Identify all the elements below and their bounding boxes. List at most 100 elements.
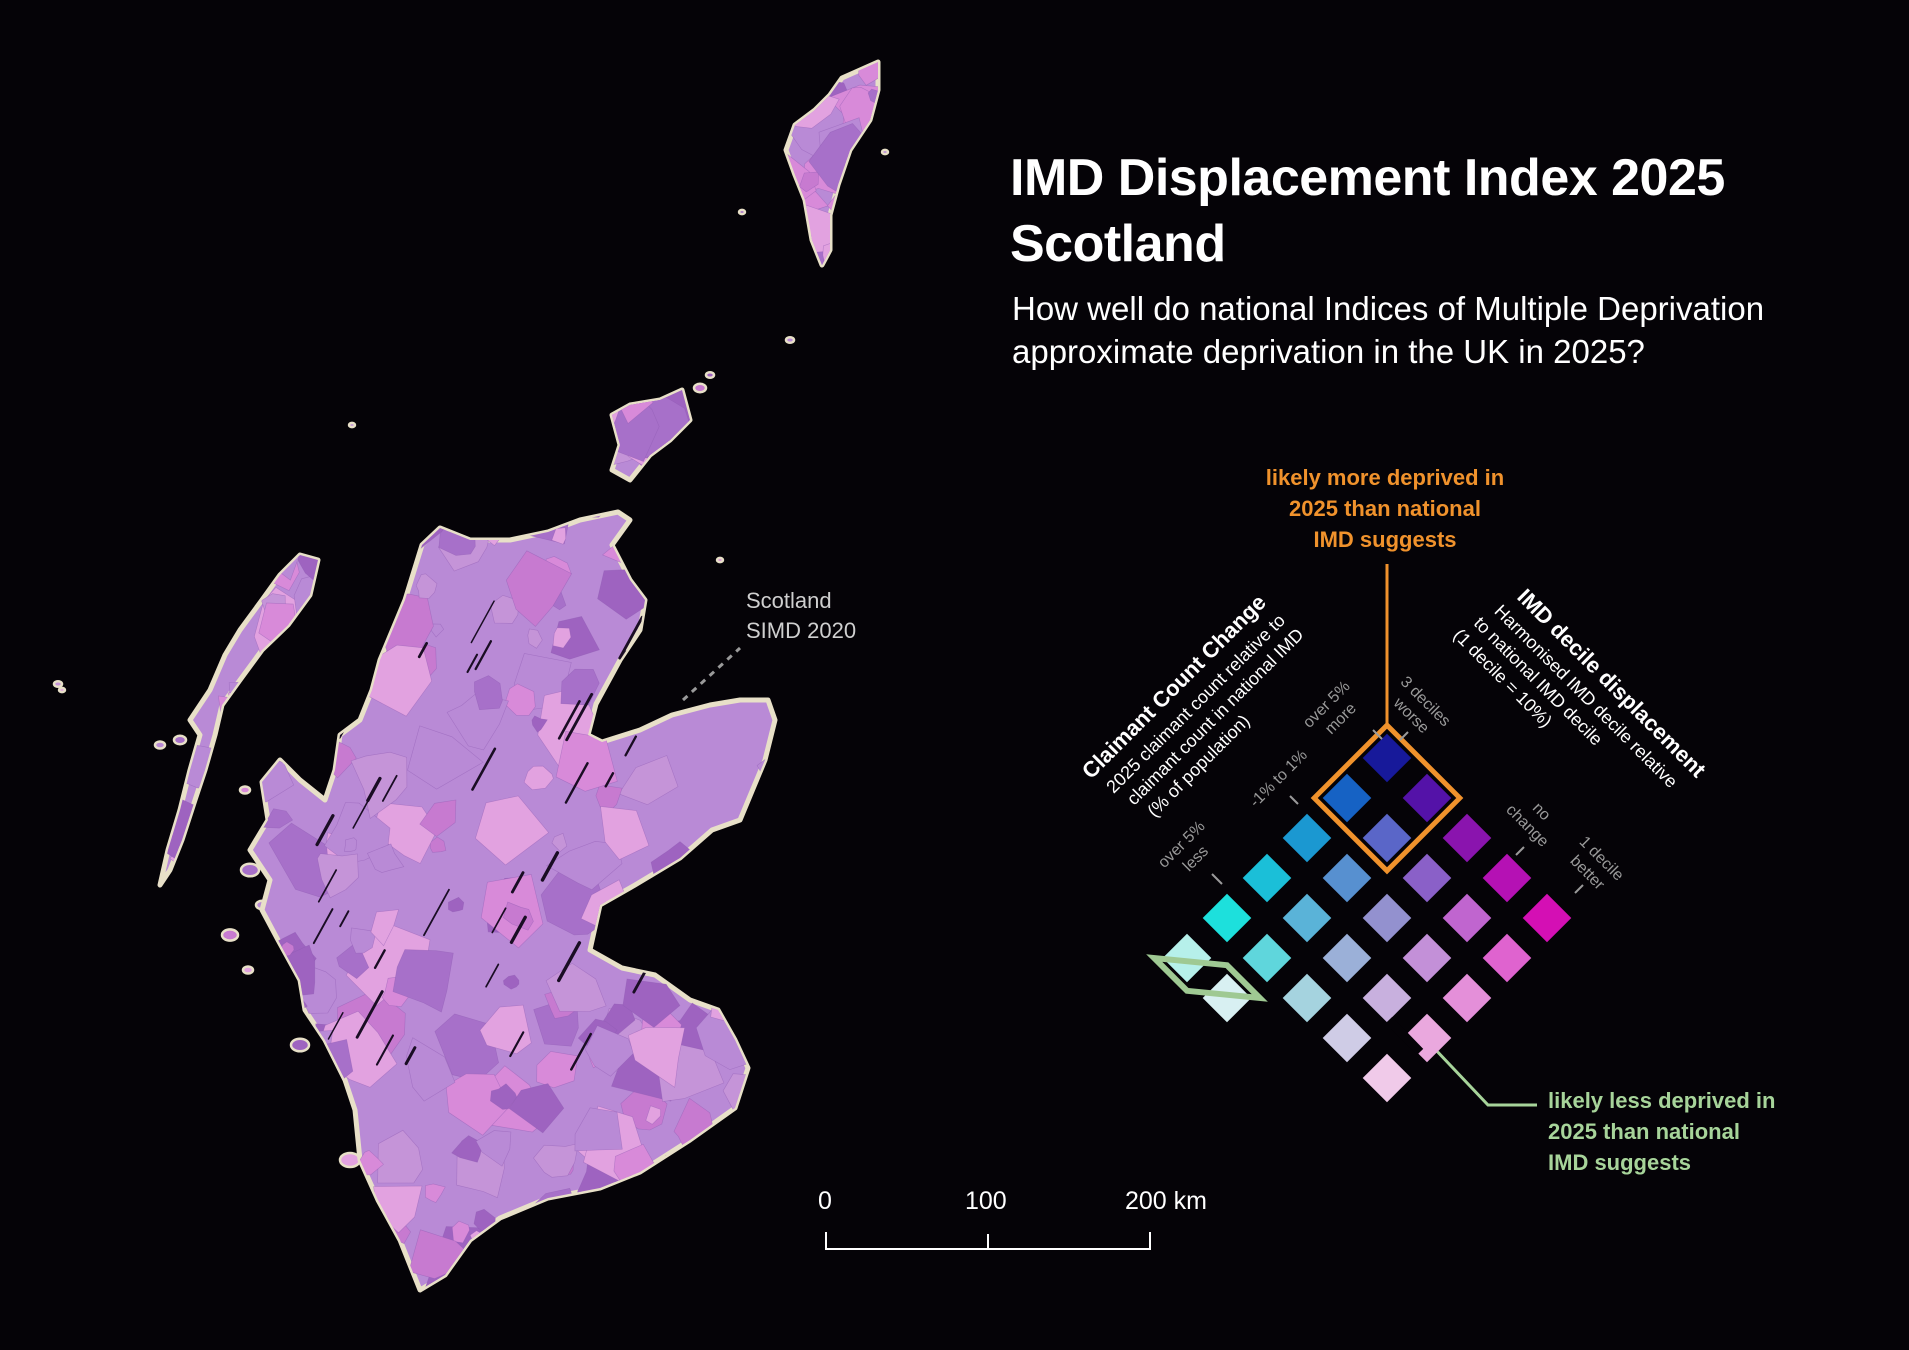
loch-line [373, 949, 386, 969]
small-island [880, 148, 890, 156]
datazone-patch [250, 527, 279, 565]
datazone-patch [254, 512, 309, 547]
datazone-patch [786, 175, 795, 200]
left-tick-mark-more [1372, 729, 1383, 740]
scotland-choropleth-map [52, 59, 890, 1293]
small-island [704, 370, 716, 380]
datazone-patch [419, 799, 457, 837]
small-island [57, 686, 67, 694]
datazone-patch [612, 390, 643, 403]
loch-line [565, 692, 594, 742]
datazone-patch [262, 808, 294, 829]
legend-cell-r3-c1 [1282, 893, 1332, 943]
left-tick-mark-mid [1289, 795, 1299, 805]
datazone-patch [527, 628, 543, 649]
map-label-line-1: Scotland [746, 588, 832, 613]
map-label-line-2: SIMD 2020 [746, 618, 857, 643]
small-island [239, 862, 261, 878]
legend-cell-r0-c1 [1402, 773, 1452, 823]
loch-line [339, 910, 350, 928]
datazone-patch [475, 795, 550, 866]
more-note-line-3: IMD suggests [1313, 527, 1457, 552]
less-note-line-1: likely less deprived in [1548, 1088, 1776, 1113]
datazone-patch [531, 715, 548, 733]
datazone-patch [533, 1143, 579, 1178]
loch-line [332, 597, 344, 616]
datazone-patch [298, 594, 361, 645]
datazone-patch [451, 1220, 470, 1244]
loch-line [358, 592, 383, 633]
datazone-patch [181, 1063, 202, 1078]
datazone-patch [622, 978, 681, 1028]
datazone-patch [158, 1194, 180, 1221]
more-deprived-highlight [1310, 721, 1464, 875]
datazone-patch [668, 632, 747, 698]
right-tick-mark-worse [1399, 731, 1409, 741]
datazone-patch [178, 945, 244, 1019]
small-island [52, 679, 64, 689]
datazone-patch [324, 802, 391, 864]
datazone-patch [425, 1183, 446, 1203]
title-line-1: IMD Displacement Index 2025 [1010, 149, 1725, 207]
datazone-patch [183, 555, 229, 581]
less-deprived-note: likely less deprived in 2025 than nation… [1548, 1085, 1848, 1178]
more-note-line-2: 2025 than national [1289, 496, 1481, 521]
datazone-patch [250, 1242, 295, 1290]
datazone-patch [306, 512, 369, 534]
datazone-patch [191, 1216, 218, 1239]
datazone-patch [160, 555, 193, 577]
datazone-patch [634, 512, 681, 526]
loch-line [317, 869, 338, 903]
datazone-patch [721, 1252, 775, 1290]
datazone-patch [741, 1232, 775, 1276]
datazone-patch [505, 550, 573, 627]
datazone-patch [163, 952, 201, 979]
legend-cell-r2-c3 [1402, 933, 1452, 983]
datazone-patch [686, 888, 703, 905]
loch-line [375, 1034, 395, 1066]
small-island [241, 965, 255, 975]
datazone-patch [654, 1191, 720, 1243]
datazone-patch [144, 1234, 187, 1263]
loch-line [315, 814, 335, 847]
legend-cell-r5-c0 [1162, 933, 1212, 983]
datazone-patch [551, 832, 568, 853]
less-note-line-2: 2025 than national [1548, 1119, 1740, 1144]
loch-line [601, 910, 628, 954]
legend-cell-r1-c1 [1362, 813, 1412, 863]
datazone-patch [603, 1235, 633, 1264]
datazone-patch [216, 523, 238, 550]
datazone-patch [204, 611, 223, 627]
datazone-patch [377, 1129, 423, 1184]
datazone-patch [276, 512, 301, 520]
datazone-patch [683, 512, 750, 568]
datazone-patch [360, 1288, 379, 1290]
datazone-patch [305, 1119, 331, 1149]
datazone-patch [250, 723, 272, 763]
loch-line [604, 772, 615, 788]
left-tick-mark-less [1211, 873, 1223, 885]
datazone-patch [584, 1025, 635, 1077]
loch-line [624, 735, 638, 757]
datazone-patch [612, 1250, 658, 1290]
datazone-patch [667, 452, 690, 480]
small-island [347, 421, 357, 429]
loch-line [417, 641, 428, 659]
small-island [737, 208, 747, 216]
datazone-patch [587, 1193, 605, 1213]
legend-cell-r3-c2 [1322, 933, 1372, 983]
datazone-patch [186, 595, 207, 614]
datazone-patch [602, 1246, 655, 1290]
mainland-scotland [144, 509, 778, 1293]
loch-line [491, 907, 507, 934]
datazone-patch [144, 1221, 186, 1260]
small-island [715, 556, 725, 564]
loch-line [470, 600, 495, 644]
small-island [289, 1037, 311, 1053]
datazone-patch [227, 690, 271, 727]
map-source-label: Scotland SIMD 2020 [746, 586, 856, 646]
datazone-patch [250, 1125, 292, 1185]
datazone-patch [343, 1202, 379, 1253]
datazone-patch [620, 902, 695, 965]
